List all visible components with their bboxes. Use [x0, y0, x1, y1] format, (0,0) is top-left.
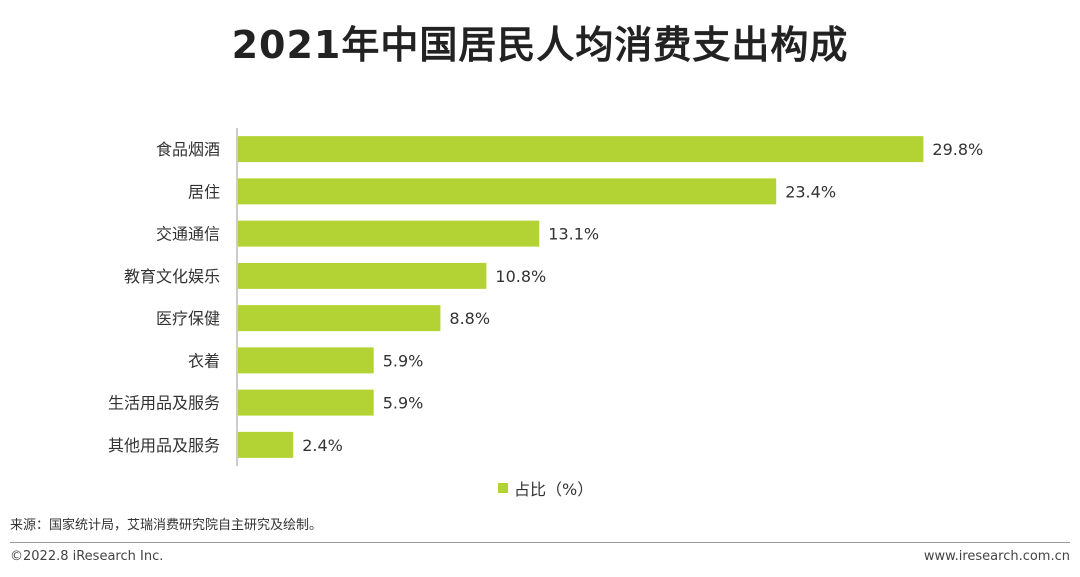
- legend: 占比（%）: [498, 476, 593, 500]
- category-label: 教育文化娱乐: [124, 267, 220, 286]
- category-label: 医疗保健: [156, 309, 220, 328]
- bar: [238, 262, 487, 289]
- bar: [238, 220, 540, 247]
- bar: [238, 305, 441, 332]
- value-label: 23.4%: [785, 182, 836, 201]
- value-label: 5.9%: [383, 394, 424, 413]
- copyright: ©2022.8 iResearch Inc.: [10, 549, 164, 564]
- value-label: 29.8%: [932, 140, 983, 159]
- bar: [238, 389, 374, 416]
- legend-swatch: [498, 483, 508, 493]
- category-label: 其他用品及服务: [108, 436, 220, 455]
- category-label: 衣着: [188, 351, 220, 370]
- bar: [238, 136, 924, 163]
- chart-title: 2021年中国居民人均消费支出构成: [231, 23, 849, 67]
- value-label: 10.8%: [495, 267, 546, 286]
- category-label: 生活用品及服务: [108, 394, 220, 413]
- bar: [238, 347, 374, 374]
- footer-divider: [10, 542, 1070, 543]
- value-label: 5.9%: [383, 351, 424, 370]
- bar: [238, 431, 294, 458]
- category-label: 食品烟酒: [156, 140, 220, 159]
- category-label: 交通通信: [156, 225, 220, 244]
- legend-label: 占比（%）: [514, 480, 594, 499]
- website-link: www.iresearch.com.cn: [923, 549, 1070, 564]
- value-label: 13.1%: [548, 225, 599, 244]
- bar: [238, 178, 777, 205]
- value-label: 2.4%: [302, 436, 343, 455]
- source-note: 来源：国家统计局，艾瑞消费研究院自主研究及绘制。: [10, 518, 323, 533]
- category-label: 居住: [188, 182, 220, 201]
- value-label: 8.8%: [449, 309, 490, 328]
